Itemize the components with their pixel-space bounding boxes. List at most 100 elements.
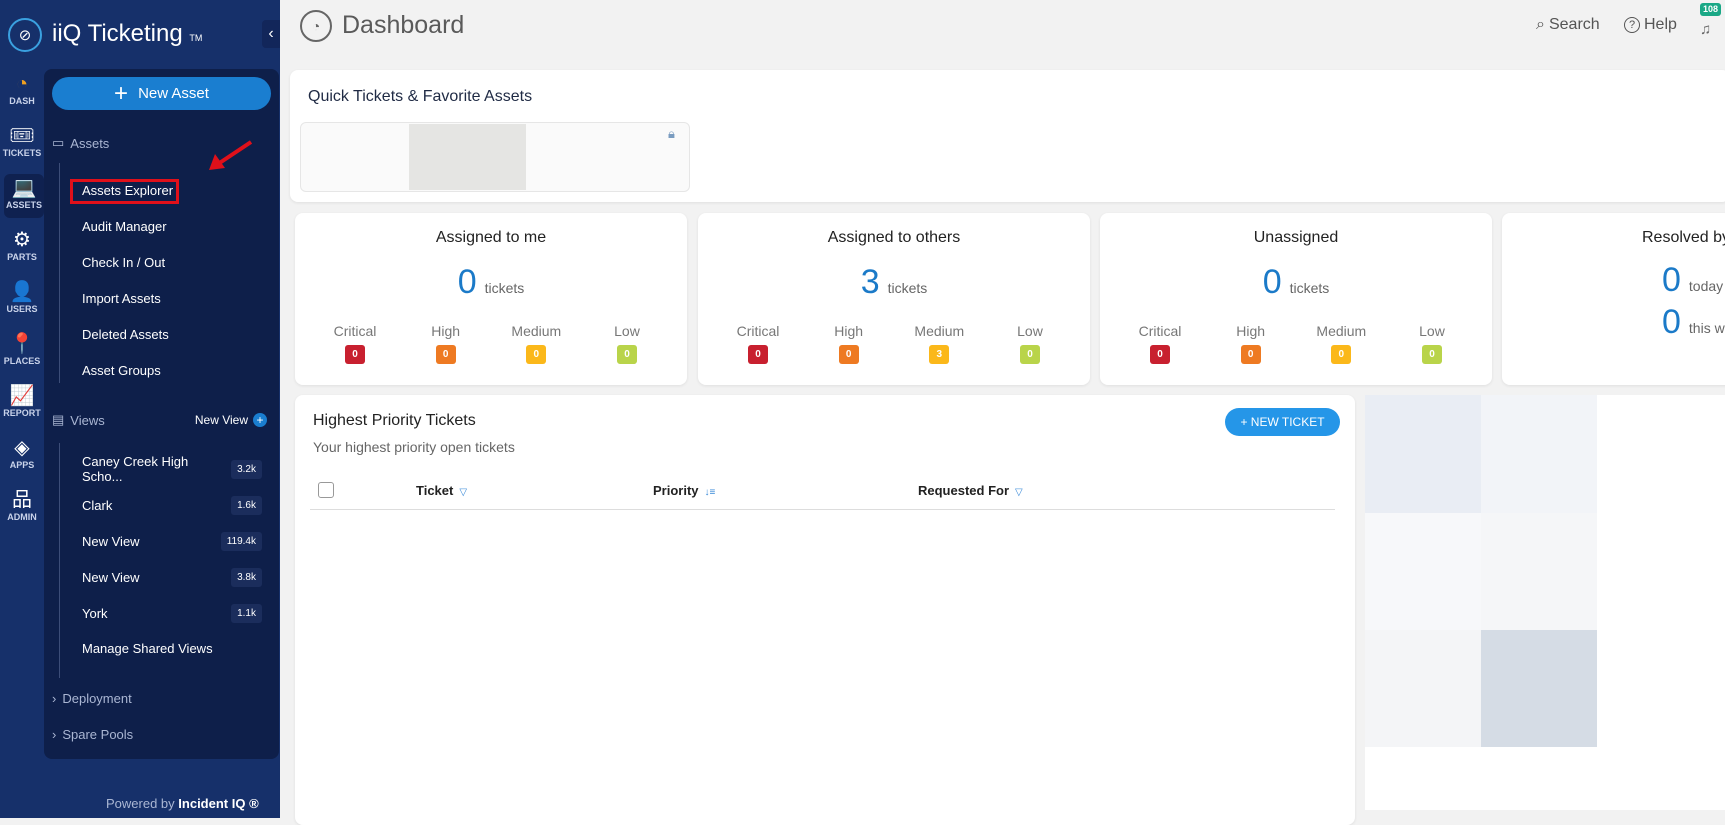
powered-by-brand: Incident IQ ® [178,796,259,811]
blurred-block [1481,395,1597,513]
rail-item-parts[interactable]: ⚙ PARTS [0,226,44,266]
bell-icon[interactable]: ♫ [1700,21,1712,38]
view-count-badge: 1.6k [231,495,262,515]
new-view-button[interactable]: New View + [195,413,267,427]
priority-count-badge: 3 [929,345,950,364]
view-count-badge: 119.4k [220,531,262,551]
view-count-badge: 3.8k [231,567,262,587]
notification-count-badge: 108 [1700,3,1722,16]
view-item[interactable]: Caney Creek High Scho... 3.2k [82,454,262,484]
spare-pools-section[interactable]: › Spare Pools [52,727,133,742]
search-button[interactable]: ⌕ Search [1536,16,1600,34]
priority-medium[interactable]: Medium 0 [1301,323,1381,364]
priority-label: Low [1017,323,1043,339]
ticket-count-unit: tickets [1289,280,1330,296]
column-label: Requested For [918,483,1010,498]
rail-label: APPS [9,460,35,470]
stat-title: Assigned to others [827,229,961,246]
asset-menu-item[interactable]: Import Assets [82,291,161,306]
priority-critical[interactable]: Critical 0 [718,323,798,364]
ticket-count[interactable]: 0 tickets [1100,263,1492,302]
rail-item-assets[interactable]: 💻 ASSETS [4,174,44,218]
view-count-badge: 3.2k [231,459,262,479]
asset-menu-item[interactable]: Deleted Assets [82,327,169,342]
priority-critical[interactable]: Critical 0 [315,323,395,364]
help-button[interactable]: ? Help [1624,16,1677,34]
rail-item-report[interactable]: 📈 REPORT [0,382,44,422]
priority-high[interactable]: High 0 [809,323,889,364]
chevron-right-icon: › [52,691,57,706]
asset-menu-item[interactable]: Audit Manager [82,219,167,234]
priority-medium[interactable]: Medium 3 [899,323,979,364]
asset-menu-item[interactable]: Asset Groups [82,363,161,378]
help-icon: ? [1624,17,1640,33]
view-item[interactable]: Clark 1.6k [82,493,262,517]
search-icon: ⌕ [1536,16,1545,33]
priority-medium[interactable]: Medium 0 [496,323,576,364]
ticket-count[interactable]: 3 tickets [698,263,1090,302]
select-all-checkbox[interactable] [318,482,334,498]
rail-item-users[interactable]: 👤 USERS [0,278,44,318]
assets-section-header[interactable]: ▭ Assets [52,135,109,151]
asset-menu-item[interactable]: Check In / Out [82,255,166,270]
priority-label: Medium [1316,323,1367,339]
priority-high[interactable]: High 0 [406,323,486,364]
map-pin-icon: 📍 [9,333,35,355]
gear-icon: ⚙ [13,229,31,251]
sort-descending-icon[interactable]: ↓≡ [704,487,716,498]
column-ticket[interactable]: Ticket ▽ [416,483,467,498]
view-item[interactable]: New View 3.8k [82,565,262,589]
deployment-section[interactable]: › Deployment [52,691,132,706]
priority-label: High [431,323,461,339]
priority-label: Critical [1138,323,1182,339]
priority-label: Critical [736,323,780,339]
view-label: New View [82,569,140,585]
priority-label: Critical [333,323,377,339]
spare-pools-label: Spare Pools [62,727,134,742]
new-asset-label: New Asset [138,85,209,102]
help-label: Help [1644,16,1677,33]
rail-label: DASH [9,96,35,106]
priority-count-badge: 0 [1240,345,1261,364]
new-asset-button[interactable]: + New Asset [52,77,271,110]
priority-low[interactable]: Low 0 [1392,323,1472,364]
user-icon: 👤 [9,281,35,303]
priority-high[interactable]: High 0 [1211,323,1291,364]
brand-name: iiQ Ticketing [52,20,183,47]
view-item[interactable]: New View 119.4k [82,529,262,553]
blurred-block [1365,395,1481,513]
app-brand: iiQ Ticketing TM [52,20,202,48]
divider [59,163,60,383]
sort-caret-icon[interactable]: ▽ [1015,487,1023,498]
rail-item-apps[interactable]: ◈ APPS [0,434,44,474]
column-requested-for[interactable]: Requested For ▽ [918,483,1023,498]
rail-item-tickets[interactable]: 🎟 TICKETS [0,122,44,162]
sort-caret-icon[interactable]: ▽ [459,487,468,498]
asset-menu-item[interactable]: Assets Explorer [82,183,174,198]
resolved-week-label: this w [1688,320,1725,336]
manage-shared-views-link[interactable]: Manage Shared Views [82,641,213,656]
view-label: Caney Creek High Scho... [82,454,189,484]
priority-low[interactable]: Low 0 [587,323,667,364]
view-item[interactable]: York 1.1k [82,601,262,625]
rail-item-admin[interactable]: 品 ADMIN [0,486,44,526]
ticket-count[interactable]: 0 tickets [295,263,687,302]
divider [310,509,1335,510]
blurred-block [1365,513,1481,630]
new-ticket-button[interactable]: + NEW TICKET [1225,408,1340,436]
priority-low[interactable]: Low 0 [990,323,1070,364]
window-icon: ▤ [52,412,65,427]
app-logo[interactable]: ⊘ [8,18,42,52]
priority-label: High [1236,323,1266,339]
priority-count-badge: 0 [435,345,456,364]
rail-item-dash[interactable]: ◔ DASH [0,70,44,110]
priority-label: Medium [914,323,965,339]
ticket-count-value: 0 [457,263,477,301]
column-priority[interactable]: Priority ↓≡ [653,483,715,498]
priority-critical[interactable]: Critical 0 [1120,323,1200,364]
collapse-sidebar-button[interactable]: ‹ [262,20,280,48]
rail-item-places[interactable]: 📍 PLACES [0,330,44,370]
lock-icon[interactable]: 🔒︎ [668,126,675,141]
column-label: Priority [653,483,699,498]
priority-count-badge: 0 [1331,345,1352,364]
